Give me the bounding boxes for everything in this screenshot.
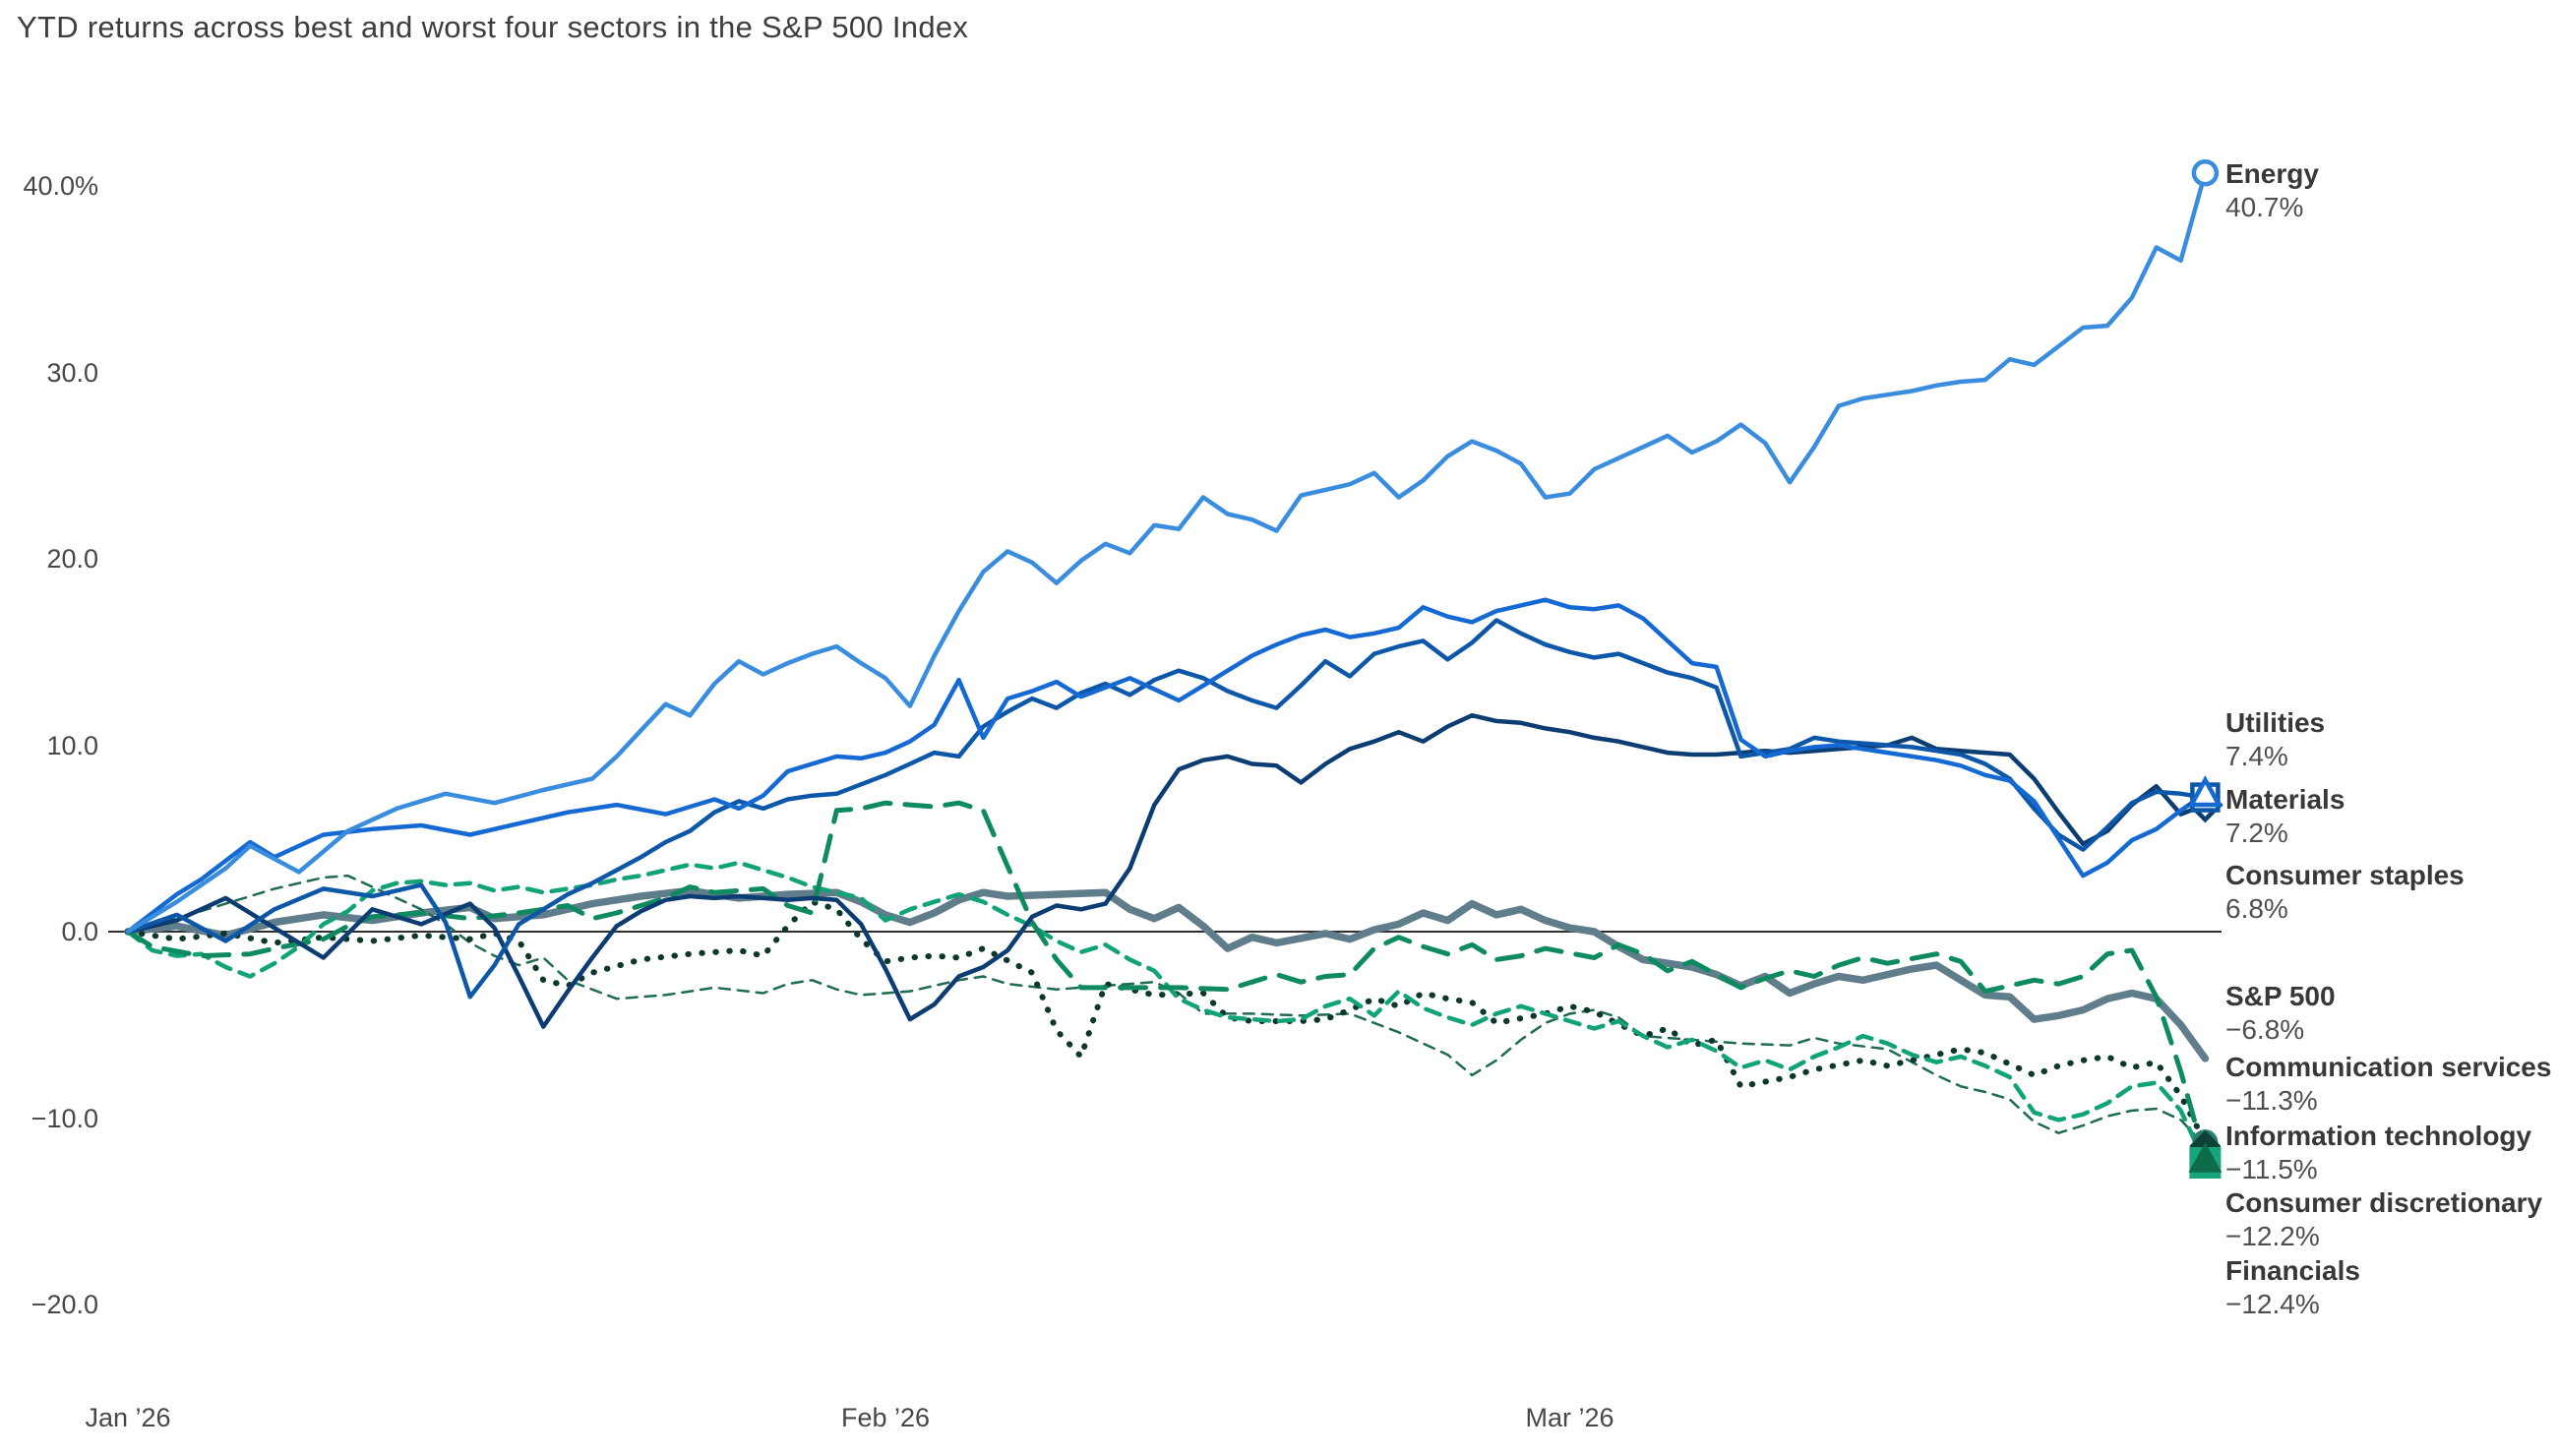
series-label-block-utilities: Utilities 7.4%	[2225, 706, 2325, 773]
series-label-sp500: S&P 500	[2225, 981, 2336, 1011]
series-label-block-consdisc: Consumer discretionary −12.2%	[2225, 1186, 2542, 1253]
series-line-utilities	[125, 597, 2208, 935]
series-value-staples: 6.8%	[2225, 893, 2288, 924]
series-value-materials: 7.2%	[2225, 818, 2288, 848]
series-value-comm: −11.3%	[2225, 1085, 2318, 1116]
series-value-energy: 40.7%	[2225, 192, 2304, 222]
series-label-financials: Financials	[2225, 1255, 2360, 1286]
y-tick-4: 0.0	[61, 917, 98, 946]
series-label-utilities: Utilities	[2225, 707, 2326, 738]
series-line-materials	[125, 618, 2208, 1000]
series-label-block-staples: Consumer staples 6.8%	[2225, 859, 2465, 926]
end-marker-consdisc-triangle	[2188, 1142, 2223, 1173]
series-line-sp500	[124, 886, 2210, 1062]
series-line-consdisc	[125, 800, 2208, 1162]
y-tick-2: 20.0	[46, 544, 98, 574]
series-value-utilities: 7.4%	[2225, 741, 2288, 771]
series-label-energy: Energy	[2225, 158, 2319, 189]
x-tick-2: Mar ’26	[1525, 1403, 1614, 1432]
y-tick-0: 40.0%	[23, 171, 98, 201]
series-label-infotech: Information technology	[2225, 1121, 2532, 1151]
y-tick-6: −20.0	[30, 1290, 98, 1319]
series-label-block-comm: Communication services −11.3%	[2225, 1051, 2551, 1118]
series-line-energy	[125, 170, 2208, 935]
chart-title: YTD returns across best and worst four s…	[17, 10, 969, 44]
end-marker-utilities-triangle	[2187, 775, 2223, 808]
end-marker-energy-circle	[2191, 158, 2220, 187]
y-tick-3: 10.0	[46, 730, 98, 760]
series-label-block-energy: Energy 40.7%	[2225, 157, 2319, 224]
series-label-block-infotech: Information technology −11.5%	[2225, 1120, 2531, 1186]
series-label-consdisc: Consumer discretionary	[2225, 1187, 2543, 1218]
series-value-infotech: −11.5%	[2225, 1154, 2318, 1184]
series-value-consdisc: −12.2%	[2225, 1221, 2320, 1251]
y-tick-5: −10.0	[30, 1103, 98, 1133]
x-tick-0: Jan ’26	[85, 1403, 171, 1432]
series-label-block-financials: Financials −12.4%	[2225, 1254, 2360, 1321]
series-value-financials: −12.4%	[2225, 1289, 2320, 1319]
series-line-staples	[125, 712, 2208, 1029]
y-tick-1: 30.0	[46, 357, 98, 388]
series-label-block-sp500: S&P 500 −6.8%	[2225, 980, 2336, 1047]
x-tick-1: Feb ’26	[841, 1403, 931, 1432]
series-line-financials	[125, 860, 2208, 1166]
series-value-sp500: −6.8%	[2225, 1014, 2305, 1045]
series-label-materials: Materials	[2225, 784, 2345, 815]
series-line-comm	[125, 898, 2209, 1146]
series-label-comm: Communication services	[2225, 1052, 2552, 1082]
series-label-block-materials: Materials 7.2%	[2225, 783, 2345, 850]
series-label-staples: Consumer staples	[2225, 860, 2465, 890]
